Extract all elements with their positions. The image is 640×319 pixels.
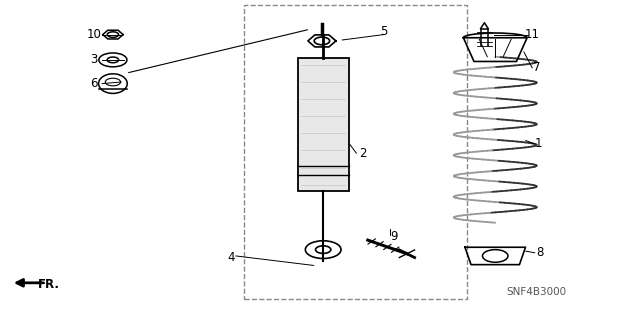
Text: 3: 3	[90, 53, 97, 66]
Text: 10: 10	[86, 28, 101, 41]
Text: 11: 11	[525, 28, 540, 41]
FancyBboxPatch shape	[298, 58, 349, 191]
Text: 7: 7	[533, 61, 540, 74]
Text: 9: 9	[390, 230, 397, 243]
Text: 1: 1	[535, 137, 542, 150]
Text: SNF4B3000: SNF4B3000	[507, 287, 566, 297]
Text: 5: 5	[380, 25, 387, 38]
Text: 6: 6	[90, 77, 97, 90]
Text: 2: 2	[359, 147, 367, 160]
Text: 8: 8	[536, 246, 543, 259]
Text: FR.: FR.	[38, 278, 60, 291]
Text: 4: 4	[227, 251, 234, 264]
